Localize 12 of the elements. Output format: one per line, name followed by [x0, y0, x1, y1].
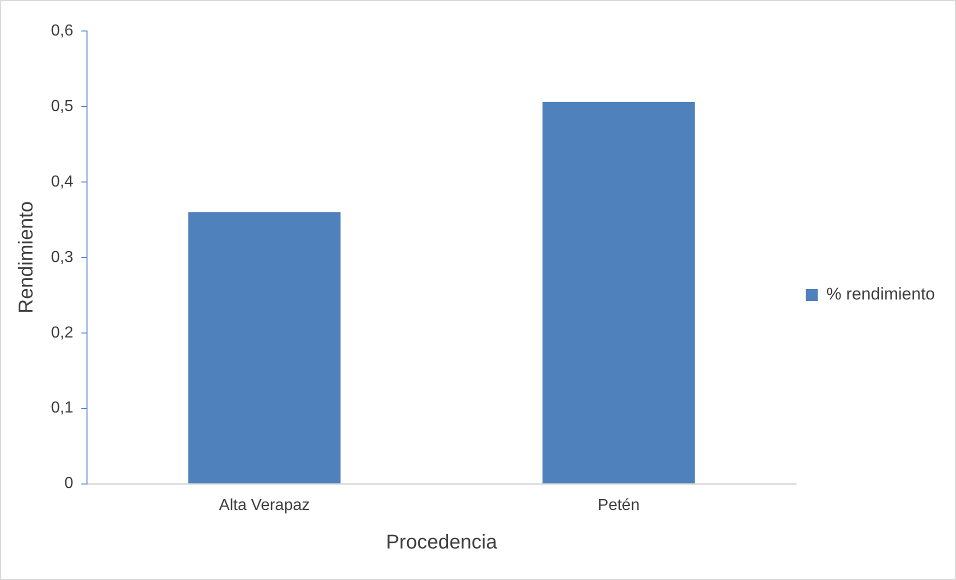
x-axis-title: Procedencia: [386, 532, 498, 554]
x-tick-label: Petén: [598, 496, 640, 514]
y-tick-label: 0,4: [50, 173, 74, 190]
y-axis-title: Rendimiento: [16, 201, 38, 314]
y-tick-label: 0,1: [50, 400, 74, 417]
y-tick-label: 0,6: [50, 22, 74, 40]
legend-label: % rendimiento: [826, 284, 936, 304]
x-tick-label: Alta Verapaz: [219, 496, 310, 514]
y-tick-label: 0,5: [50, 98, 74, 115]
y-tick-label: 0: [64, 475, 74, 492]
y-tick-label: 0,2: [50, 324, 74, 342]
y-tick-label: 0,3: [50, 248, 74, 266]
